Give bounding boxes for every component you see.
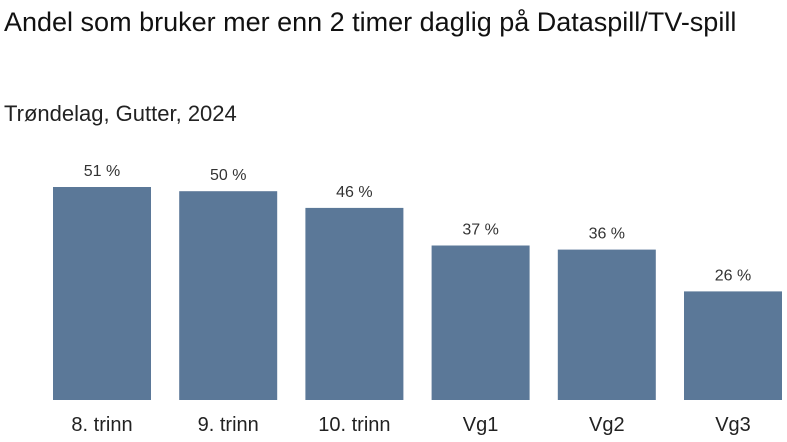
data-label-0: 51 % <box>84 163 120 180</box>
bar-0 <box>53 187 151 400</box>
bar-2 <box>305 207 404 400</box>
bar-1 <box>179 191 278 400</box>
bar-5 <box>684 291 782 400</box>
data-label-4: 36 % <box>589 226 625 243</box>
data-label-3: 37 % <box>462 222 498 239</box>
bar-4 <box>557 249 656 400</box>
chart-title: Andel som bruker mer enn 2 timer daglig … <box>4 7 737 37</box>
data-label-5: 26 % <box>715 267 751 284</box>
x-tick-label-2: 10. trinn <box>318 414 390 436</box>
x-tick-label-5: Vg3 <box>715 414 751 436</box>
chart-subtitle: Trøndelag, Gutter, 2024 <box>4 101 237 126</box>
x-tick-label-3: Vg1 <box>463 414 499 436</box>
bar-3 <box>431 245 530 400</box>
x-tick-label-4: Vg2 <box>589 414 625 436</box>
data-label-1: 50 % <box>210 167 246 184</box>
data-label-2: 46 % <box>336 184 372 201</box>
x-tick-label-1: 9. trinn <box>198 414 259 436</box>
x-tick-label-0: 8. trinn <box>71 414 132 436</box>
